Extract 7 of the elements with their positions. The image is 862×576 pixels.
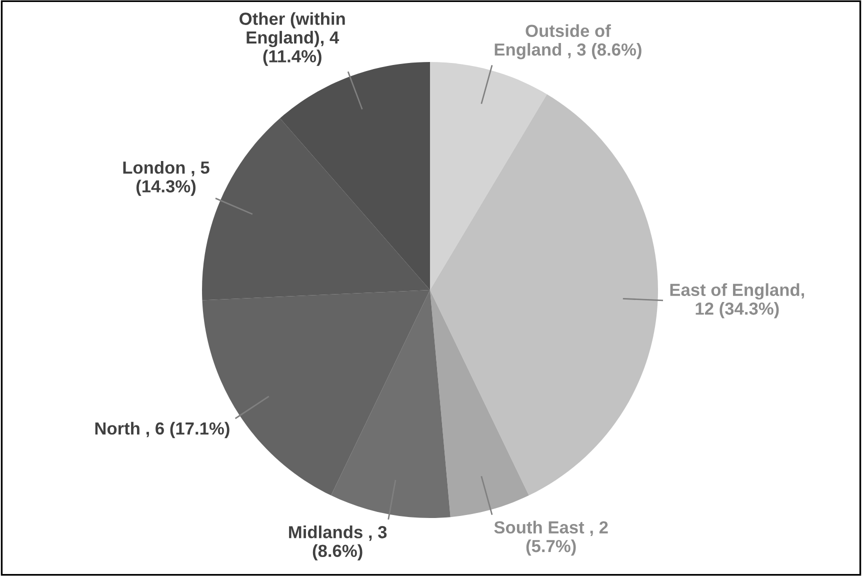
slice-label: Other (within England), 4 (11.4%) (240, 12, 345, 66)
slice-label: Outside of England , 3 (8.6%) (494, 24, 642, 60)
slice-label: Midlands , 3 (8.6%) (289, 526, 387, 560)
slice-label: London , 5 (14.3%) (123, 161, 210, 196)
slice-label: South East , 2 (5.7%) (494, 520, 608, 556)
slice-label: North , 6 (17.1%) (95, 422, 230, 438)
slice-label: East of England, 12 (34.3%) (670, 283, 804, 318)
